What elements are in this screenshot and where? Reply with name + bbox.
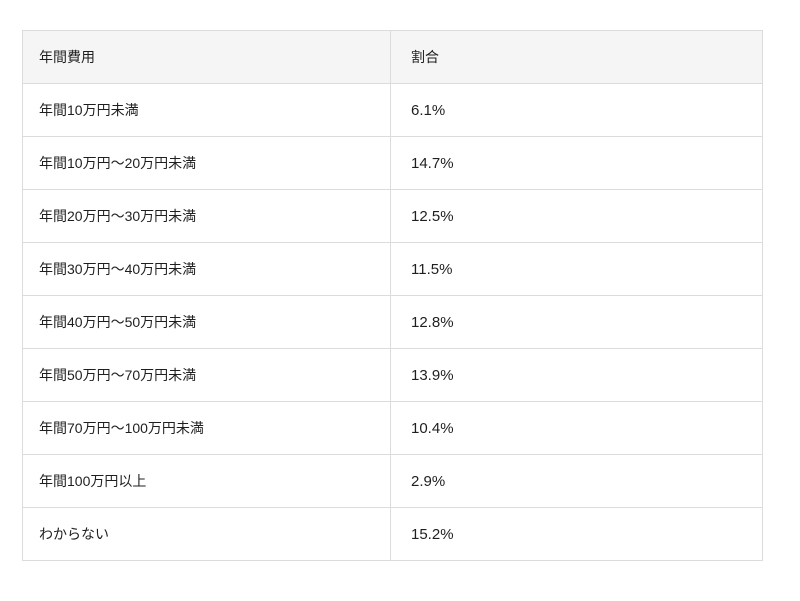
table-row: わからない 15.2% bbox=[22, 507, 763, 561]
annual-cost-table-container: 年間費用 割合 年間10万円未満 6.1% 年間10万円〜20万円未満 14.7% 年間… bbox=[22, 30, 763, 561]
ratio-cell: 13.9% bbox=[390, 348, 763, 402]
ratio-cell: 11.5% bbox=[390, 242, 763, 296]
ratio-cell: 10.4% bbox=[390, 401, 763, 455]
table-header: 年間費用 割合 bbox=[22, 30, 763, 84]
header-cell-ratio: 割合 bbox=[390, 30, 763, 84]
category-cell: 年間70万円〜100万円未満 bbox=[22, 401, 391, 455]
category-cell: 年間100万円以上 bbox=[22, 454, 391, 508]
category-cell: 年間10万円未満 bbox=[22, 83, 391, 137]
table-row: 年間10万円〜20万円未満 14.7% bbox=[22, 136, 763, 190]
table-row: 年間10万円未満 6.1% bbox=[22, 83, 763, 137]
ratio-cell: 12.5% bbox=[390, 189, 763, 243]
category-cell: 年間50万円〜70万円未満 bbox=[22, 348, 391, 402]
category-cell: 年間20万円〜30万円未満 bbox=[22, 189, 391, 243]
table-row: 年間100万円以上 2.9% bbox=[22, 454, 763, 508]
header-cell-annual-cost: 年間費用 bbox=[22, 30, 391, 84]
annual-cost-ratio-table: 年間費用 割合 年間10万円未満 6.1% 年間10万円〜20万円未満 14.7% 年間… bbox=[22, 30, 763, 561]
category-cell: 年間30万円〜40万円未満 bbox=[22, 242, 391, 296]
table-row: 年間40万円〜50万円未満 12.8% bbox=[22, 295, 763, 349]
table-row: 年間50万円〜70万円未満 13.9% bbox=[22, 348, 763, 402]
table-row: 年間30万円〜40万円未満 11.5% bbox=[22, 242, 763, 296]
category-cell: 年間10万円〜20万円未満 bbox=[22, 136, 391, 190]
ratio-cell: 6.1% bbox=[390, 83, 763, 137]
table-body: 年間10万円未満 6.1% 年間10万円〜20万円未満 14.7% 年間20万円〜30万… bbox=[22, 83, 763, 561]
table-row: 年間20万円〜30万円未満 12.5% bbox=[22, 189, 763, 243]
table-row: 年間70万円〜100万円未満 10.4% bbox=[22, 401, 763, 455]
ratio-cell: 2.9% bbox=[390, 454, 763, 508]
category-cell: わからない bbox=[22, 507, 391, 561]
ratio-cell: 15.2% bbox=[390, 507, 763, 561]
header-row: 年間費用 割合 bbox=[22, 30, 763, 84]
category-cell: 年間40万円〜50万円未満 bbox=[22, 295, 391, 349]
ratio-cell: 14.7% bbox=[390, 136, 763, 190]
ratio-cell: 12.8% bbox=[390, 295, 763, 349]
